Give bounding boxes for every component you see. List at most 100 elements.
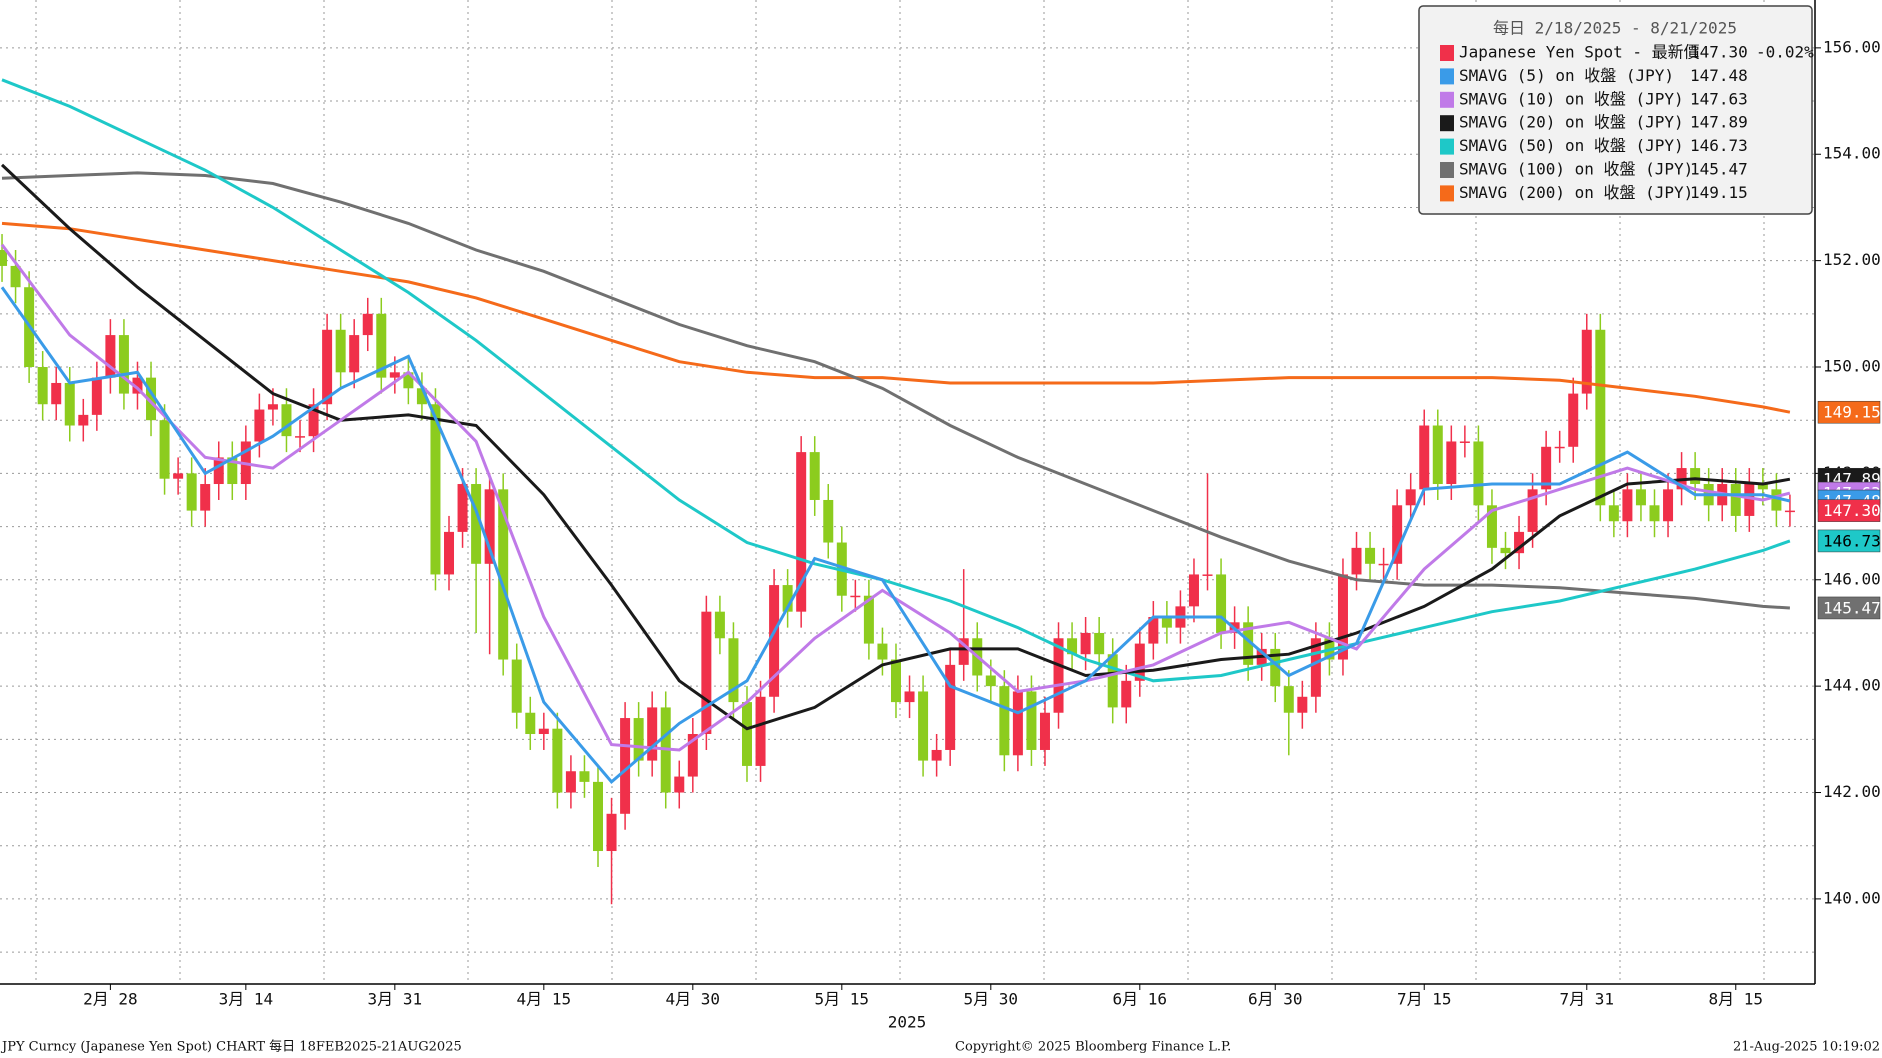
legend-title: 每日 2/18/2025 - 8/21/2025 (1493, 19, 1737, 38)
candle-body (1188, 574, 1199, 607)
candle-body (1554, 446, 1565, 449)
candle-body (186, 473, 197, 511)
candle-body (809, 452, 820, 500)
candle-body (105, 335, 116, 378)
candle-body (999, 686, 1010, 756)
candle-body (1053, 638, 1064, 713)
candle-body (1595, 329, 1606, 506)
candle-body (1473, 441, 1484, 506)
candle-body (349, 335, 360, 373)
candle-body (37, 367, 48, 405)
candle-body (701, 611, 712, 735)
candle-body (362, 313, 373, 336)
candle-body (985, 675, 996, 687)
x-tick-label: 4月 15 (517, 990, 572, 1009)
candle-body (890, 659, 901, 703)
candle-body (64, 382, 75, 426)
candle-body (1514, 531, 1525, 554)
candle-body (1283, 686, 1294, 713)
legend-label: SMAVG (100) on 收盤 (JPY) (1459, 160, 1693, 179)
candle-body (1392, 505, 1403, 564)
x-axis-label: 2025 (888, 1013, 927, 1032)
candle-body (714, 611, 725, 639)
legend-value: 149.15 (1690, 183, 1748, 202)
candle-body (200, 484, 211, 511)
legend-label: SMAVG (50) on 收盤 (JPY) (1459, 136, 1684, 155)
candle-body (606, 813, 617, 852)
candle-body (1744, 484, 1755, 516)
footer-right: 21-Aug-2025 10:19:02 (1733, 1040, 1880, 1055)
footer-left: JPY Curncy (Japanese Yen Spot) CHART 每日 … (0, 1039, 462, 1055)
legend-swatch (1440, 91, 1454, 108)
candle-body (1121, 680, 1132, 708)
candle-body (1771, 489, 1782, 511)
y-tick-label: 154.00 (1823, 144, 1881, 163)
candle-body (1067, 638, 1078, 655)
candle-body (1690, 468, 1701, 485)
candle-body (457, 484, 468, 532)
candle-body (1486, 505, 1497, 548)
legend-label: SMAVG (200) on 收盤 (JPY) (1459, 183, 1693, 202)
candle-body (850, 595, 861, 598)
candle-body (593, 781, 604, 852)
ma-line (0, 163, 1791, 731)
legend-value: 145.47 (1690, 160, 1748, 179)
candle-body (10, 265, 21, 288)
x-tick-label: 6月 30 (1248, 990, 1303, 1009)
legend-value: 147.63 (1690, 89, 1748, 108)
legend-value: 147.48 (1690, 66, 1748, 85)
candle-body (1107, 654, 1118, 708)
candle-body (904, 691, 915, 703)
x-tick-label: 2月 28 (83, 990, 138, 1009)
candle-body (1663, 489, 1674, 522)
candle-body (1541, 446, 1552, 490)
candle-body (565, 771, 576, 793)
candle-body (1012, 691, 1023, 756)
candle-body (796, 452, 807, 612)
candle-body (863, 595, 874, 644)
candle-body (1161, 616, 1172, 628)
candle-body (78, 414, 89, 426)
candle-body (918, 691, 929, 761)
candle-body (281, 404, 292, 437)
legend-swatch (1440, 68, 1454, 85)
legend-swatch (1440, 138, 1454, 155)
candle-body (741, 702, 752, 766)
value-tag-label: 147.30 (1823, 501, 1881, 520)
candle-body (1757, 484, 1768, 490)
candle-body (1581, 329, 1592, 394)
candle-body (687, 734, 698, 777)
candle-body (254, 409, 265, 442)
candle-body (1270, 648, 1281, 687)
candle-body (1378, 563, 1389, 566)
candle-body (173, 473, 184, 479)
candle-body (1459, 441, 1470, 443)
candle-body (1243, 622, 1254, 665)
value-tag-label: 149.15 (1823, 403, 1881, 422)
candles (0, 234, 1795, 905)
candle-body (552, 728, 563, 793)
candle-body (471, 484, 482, 564)
candle-body (633, 718, 644, 761)
candle-body (1134, 643, 1145, 681)
candle-body (1337, 574, 1348, 660)
candle-body (227, 457, 238, 485)
candle-body (1730, 484, 1741, 516)
candle-body (322, 329, 333, 405)
candle-body (1094, 632, 1105, 655)
candle-body (538, 728, 549, 735)
ma-line (0, 286, 1791, 785)
candle-body (525, 712, 536, 735)
x-tick-label: 5月 15 (815, 990, 870, 1009)
candle-body (647, 707, 658, 761)
candle-body (1784, 510, 1795, 513)
x-tick-label: 7月 31 (1559, 990, 1614, 1009)
candle-body (823, 499, 834, 543)
candle-body (1622, 489, 1633, 522)
candle-body (1080, 632, 1091, 655)
y-tick-label: 144.00 (1823, 676, 1881, 695)
candle-body (1432, 425, 1443, 485)
footer-center: Copyright© 2025 Bloomberg Finance L.P. (955, 1040, 1231, 1055)
candle-body (1608, 505, 1619, 522)
ma-line (0, 243, 1791, 752)
